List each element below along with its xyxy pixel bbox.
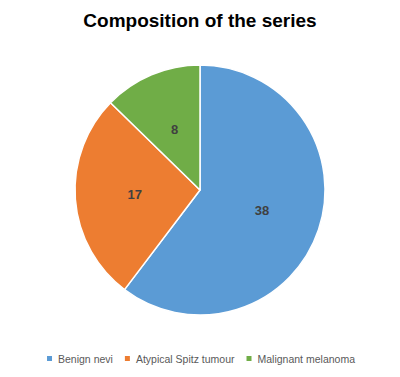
svg-text:38: 38 xyxy=(255,203,269,218)
svg-text:Composition of the series: Composition of the series xyxy=(83,10,316,31)
svg-text:17: 17 xyxy=(127,187,141,202)
svg-text:8: 8 xyxy=(171,122,178,137)
svg-text:Malignant melanoma: Malignant melanoma xyxy=(258,353,356,365)
svg-text:Benign nevi: Benign nevi xyxy=(58,353,113,365)
svg-text:Atypical Spitz tumour: Atypical Spitz tumour xyxy=(136,353,235,365)
